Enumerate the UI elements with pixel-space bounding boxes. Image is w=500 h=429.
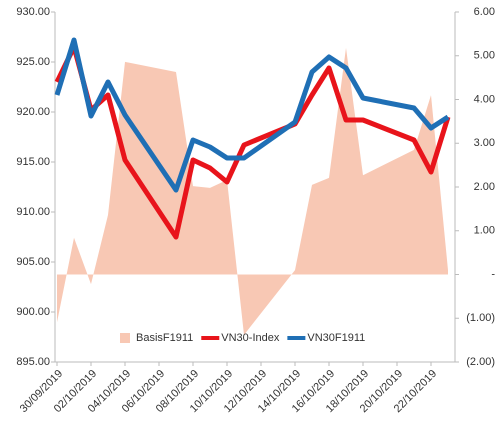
legend-label: VN30-Index xyxy=(221,332,280,344)
legend-label: BasisF1911 xyxy=(136,332,193,344)
y2-tick-label: 3.00 xyxy=(474,137,495,149)
y2-tick-label: - xyxy=(491,268,495,280)
y-tick-label: 920.00 xyxy=(16,106,50,118)
y2-tick-label: 2.00 xyxy=(474,181,495,193)
y-tick-label: 905.00 xyxy=(16,256,50,268)
y-tick-label: 895.00 xyxy=(16,356,50,368)
legend-swatch xyxy=(120,333,130,343)
y-tick-label: 930.00 xyxy=(16,6,50,18)
y-tick-label: 900.00 xyxy=(16,306,50,318)
line xyxy=(54,44,451,240)
line xyxy=(54,37,450,193)
y-tick-label: 915.00 xyxy=(16,156,50,168)
y2-tick-label: (1.00) xyxy=(466,312,495,324)
y2-tick-label: 6.00 xyxy=(474,6,495,18)
y2-tick-label: 5.00 xyxy=(474,50,495,62)
y2-tick-label: (2.00) xyxy=(466,356,495,368)
y-tick-label: 925.00 xyxy=(16,56,50,68)
legend-label: VN30F1911 xyxy=(307,332,365,344)
area xyxy=(57,47,448,335)
y-tick-label: 910.00 xyxy=(16,206,50,218)
y2-tick-label: 1.00 xyxy=(474,225,495,237)
y2-tick-label: 4.00 xyxy=(474,93,495,105)
